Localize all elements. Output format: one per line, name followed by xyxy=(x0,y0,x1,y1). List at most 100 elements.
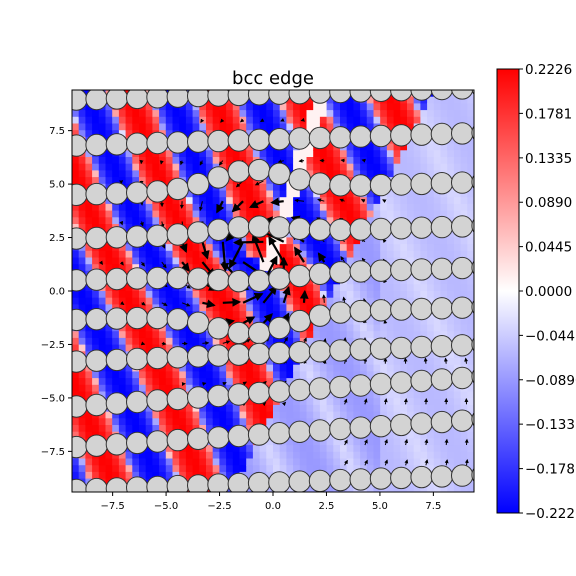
atom xyxy=(410,216,433,239)
atom xyxy=(146,266,169,290)
atom xyxy=(430,257,454,280)
displacement-arrow xyxy=(202,299,216,309)
atom xyxy=(451,122,474,145)
atom xyxy=(288,420,311,443)
displacement-arrow xyxy=(423,357,428,364)
atom xyxy=(308,377,332,400)
atom xyxy=(85,308,108,331)
atom xyxy=(85,349,108,372)
atom xyxy=(146,346,169,370)
displacement-arrow xyxy=(300,117,305,122)
displacement-arrow xyxy=(317,252,327,263)
displacement-arrow xyxy=(242,339,251,344)
atom xyxy=(349,260,372,283)
atom xyxy=(105,133,129,156)
displacement-arrow xyxy=(270,197,284,207)
displacement-arrow xyxy=(216,200,225,214)
displacement-arrow xyxy=(161,341,167,346)
displacement-arrow xyxy=(361,158,366,163)
atom xyxy=(430,90,454,101)
atom xyxy=(146,224,169,248)
displacement-arrow xyxy=(242,292,264,304)
displacement-arrow xyxy=(181,302,191,307)
displacement-arrow xyxy=(179,160,184,166)
atom xyxy=(349,174,372,197)
displacement-arrow xyxy=(220,118,225,123)
atom xyxy=(146,475,169,492)
atom xyxy=(390,258,413,282)
atom xyxy=(390,466,413,490)
chart-title: bcc edge xyxy=(232,68,314,89)
atom xyxy=(390,371,413,394)
displacement-arrow xyxy=(120,301,125,306)
atom xyxy=(308,304,332,327)
displacement-arrow xyxy=(404,438,409,446)
atom xyxy=(451,215,474,238)
colorbar-ticks: 0.2226 0.1781 0.1335 0.0890 0.0445 0.0000 −0.0… xyxy=(519,62,576,522)
atom xyxy=(471,337,474,352)
displacement-arrow xyxy=(384,438,388,446)
y-tick-label: −5.0 xyxy=(41,393,65,404)
atom xyxy=(369,299,393,322)
atom xyxy=(207,218,230,242)
displacement-arrow xyxy=(202,382,207,386)
displacement-arrow xyxy=(248,200,264,209)
atom xyxy=(369,90,393,102)
atom xyxy=(72,395,88,418)
atom xyxy=(451,464,474,487)
atom xyxy=(471,125,474,140)
atom xyxy=(72,435,88,459)
atom xyxy=(329,174,352,197)
atom xyxy=(72,478,88,492)
atom xyxy=(471,412,474,427)
displacement-arrow xyxy=(262,313,273,324)
atom xyxy=(227,424,251,448)
atom xyxy=(207,166,230,189)
y-tick-label: 0.0 xyxy=(49,287,65,298)
atom xyxy=(85,268,108,291)
atom xyxy=(308,126,332,150)
displacement-arrow xyxy=(161,302,168,306)
displacement-arrow xyxy=(139,221,144,227)
atom xyxy=(247,423,271,446)
displacement-arrow xyxy=(119,220,124,226)
displacement-arrow xyxy=(382,199,387,204)
atom xyxy=(430,465,454,488)
atom xyxy=(72,183,88,206)
displacement-arrow xyxy=(277,159,284,164)
displacement-arrow xyxy=(281,401,287,407)
atom xyxy=(187,474,210,492)
displacement-arrow xyxy=(140,261,145,267)
atom xyxy=(207,90,230,107)
displacement-arrow xyxy=(260,118,265,123)
atom xyxy=(349,338,372,361)
y-tick-label: 2.5 xyxy=(49,233,65,244)
atom xyxy=(308,262,332,285)
displacement-arrow xyxy=(161,261,167,269)
atom xyxy=(126,390,149,414)
atom xyxy=(329,417,352,441)
atom xyxy=(288,470,311,492)
atom xyxy=(207,344,230,367)
displacement-arrow xyxy=(340,158,345,163)
atom xyxy=(247,342,271,366)
atom xyxy=(369,372,393,396)
atom xyxy=(410,412,433,435)
atom xyxy=(207,268,230,292)
displacement-arrow xyxy=(298,158,305,163)
atom xyxy=(146,180,169,203)
atom xyxy=(105,90,129,110)
atom xyxy=(410,465,433,489)
atom xyxy=(288,127,311,150)
atom xyxy=(166,346,190,369)
colorbar-tick-label: 0.0890 xyxy=(525,195,572,211)
displacement-arrow xyxy=(199,160,204,166)
atom xyxy=(227,472,250,492)
atom xyxy=(329,261,352,284)
x-tick-label: 2.5 xyxy=(319,501,335,512)
displacement-arrow xyxy=(343,398,348,405)
displacement-arrow xyxy=(242,381,247,386)
atom xyxy=(85,182,108,206)
atom xyxy=(430,368,454,391)
